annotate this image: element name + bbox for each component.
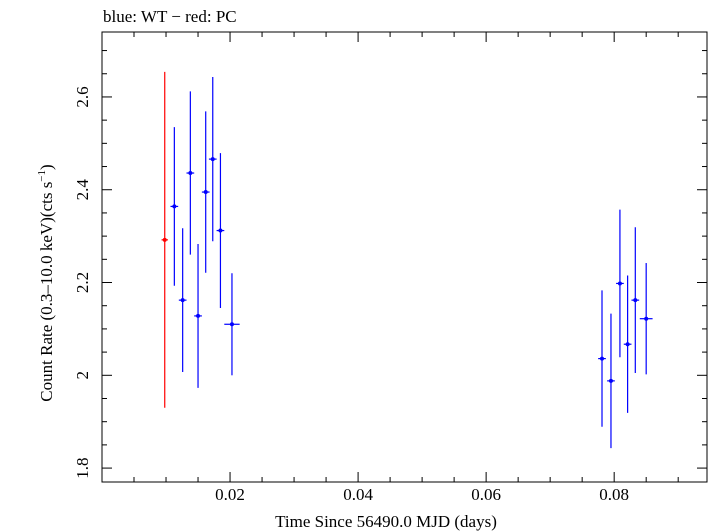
- x-tick-label: 0.08: [599, 485, 629, 504]
- data-points: [161, 71, 653, 449]
- data-point: [631, 227, 640, 373]
- point-marker: [162, 237, 167, 242]
- point-marker: [625, 342, 630, 347]
- chart-title: blue: WT − red: PC: [103, 7, 237, 26]
- data-point: [208, 77, 217, 242]
- data-point: [616, 209, 624, 358]
- point-marker: [180, 298, 185, 303]
- data-point: [201, 111, 210, 273]
- point-marker: [172, 204, 177, 209]
- x-tick-label: 0.06: [471, 485, 501, 504]
- series-wt: [170, 77, 653, 449]
- data-point: [170, 127, 179, 286]
- axis-tick-labels: 0.02 0.04 0.06 0.08 1.8 2 2.2 2.4 2.6: [73, 86, 629, 504]
- data-point: [161, 71, 168, 408]
- data-point: [598, 290, 606, 427]
- data-point: [178, 228, 187, 373]
- point-marker: [188, 171, 193, 176]
- data-point: [607, 313, 615, 449]
- x-axis-label: Time Since 56490.0 MJD (days): [275, 512, 497, 531]
- y-axis-label: Count Rate (0.3–10.0 keV)(cts s−1): [36, 164, 56, 401]
- y-tick-label: 2.2: [73, 272, 92, 293]
- x-tick-label: 0.04: [343, 485, 373, 504]
- y-axis-label-main: Count Rate (0.3–10.0 keV)(cts s: [37, 182, 56, 402]
- series-pc: [161, 71, 168, 408]
- x-tick-label: 0.02: [215, 485, 245, 504]
- point-marker: [644, 316, 649, 321]
- data-point: [224, 273, 240, 376]
- data-point: [194, 244, 202, 388]
- y-axis-label-exponent: −1: [36, 170, 48, 182]
- y-tick-label: 2: [73, 371, 92, 380]
- point-marker: [617, 281, 622, 286]
- plot-frame: [101, 31, 708, 483]
- axes-frame: [101, 31, 708, 483]
- y-tick-label: 2.6: [73, 86, 92, 107]
- data-point: [639, 263, 653, 375]
- axis-ticks: [101, 32, 707, 482]
- point-marker: [229, 322, 234, 327]
- point-marker: [218, 228, 223, 233]
- point-marker: [600, 356, 605, 361]
- point-marker: [210, 157, 215, 162]
- point-marker: [196, 313, 201, 318]
- data-point: [216, 153, 225, 309]
- y-tick-label: 2.4: [73, 179, 92, 201]
- y-axis-label-close: ): [37, 164, 56, 170]
- point-marker: [203, 190, 208, 195]
- data-point: [186, 91, 195, 255]
- point-marker: [608, 378, 613, 383]
- point-marker: [633, 298, 638, 303]
- y-tick-label: 1.8: [73, 457, 92, 478]
- data-point: [623, 275, 632, 413]
